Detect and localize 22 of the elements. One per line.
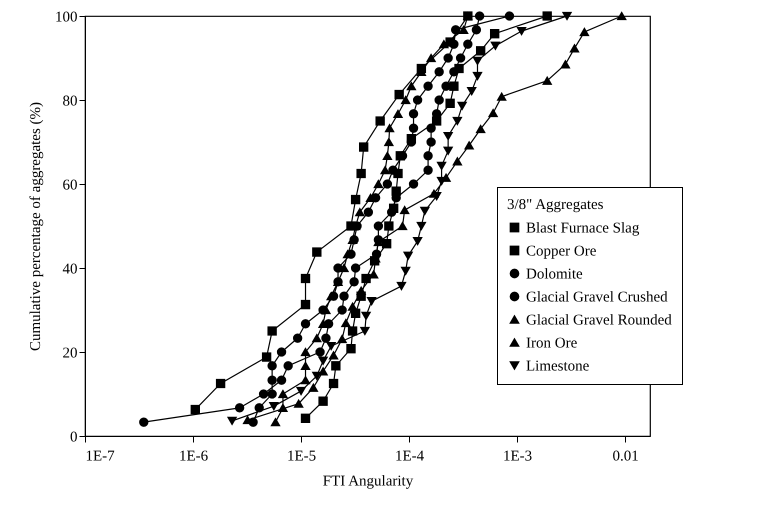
x-tick-label: 1E-3 [503,448,532,464]
legend-label: Blast Furnace Slag [526,220,640,236]
y-tick-label: 40 [62,262,78,278]
legend-label: Dolomite [526,266,583,282]
legend-title: 3/8" Aggregates [507,197,604,213]
y-tick-label: 60 [62,178,78,194]
y-axis-title: Cumulative percentage of aggregates (%) [28,102,44,352]
x-tick-label: 1E-5 [286,448,316,464]
legend-label: Iron Ore [526,336,578,352]
x-tick-label: 1E-7 [86,448,116,464]
x-axis-title: FTI Angularity [322,474,414,490]
y-tick-label: 100 [55,10,78,26]
y-tick-label: 80 [62,94,78,110]
y-tick-label: 20 [62,346,78,362]
y-tick-label: 0 [70,430,78,446]
legend-label: Glacial Gravel Crushed [526,290,668,306]
legend-label: Copper Ore [526,244,597,260]
x-tick-label: 1E-6 [178,448,209,464]
legend-label: Limestone [526,358,590,374]
x-tick-label: 0.01 [612,448,639,464]
x-tick-label: 1E-4 [394,448,425,464]
legend-label: Glacial Gravel Rounded [526,312,672,328]
